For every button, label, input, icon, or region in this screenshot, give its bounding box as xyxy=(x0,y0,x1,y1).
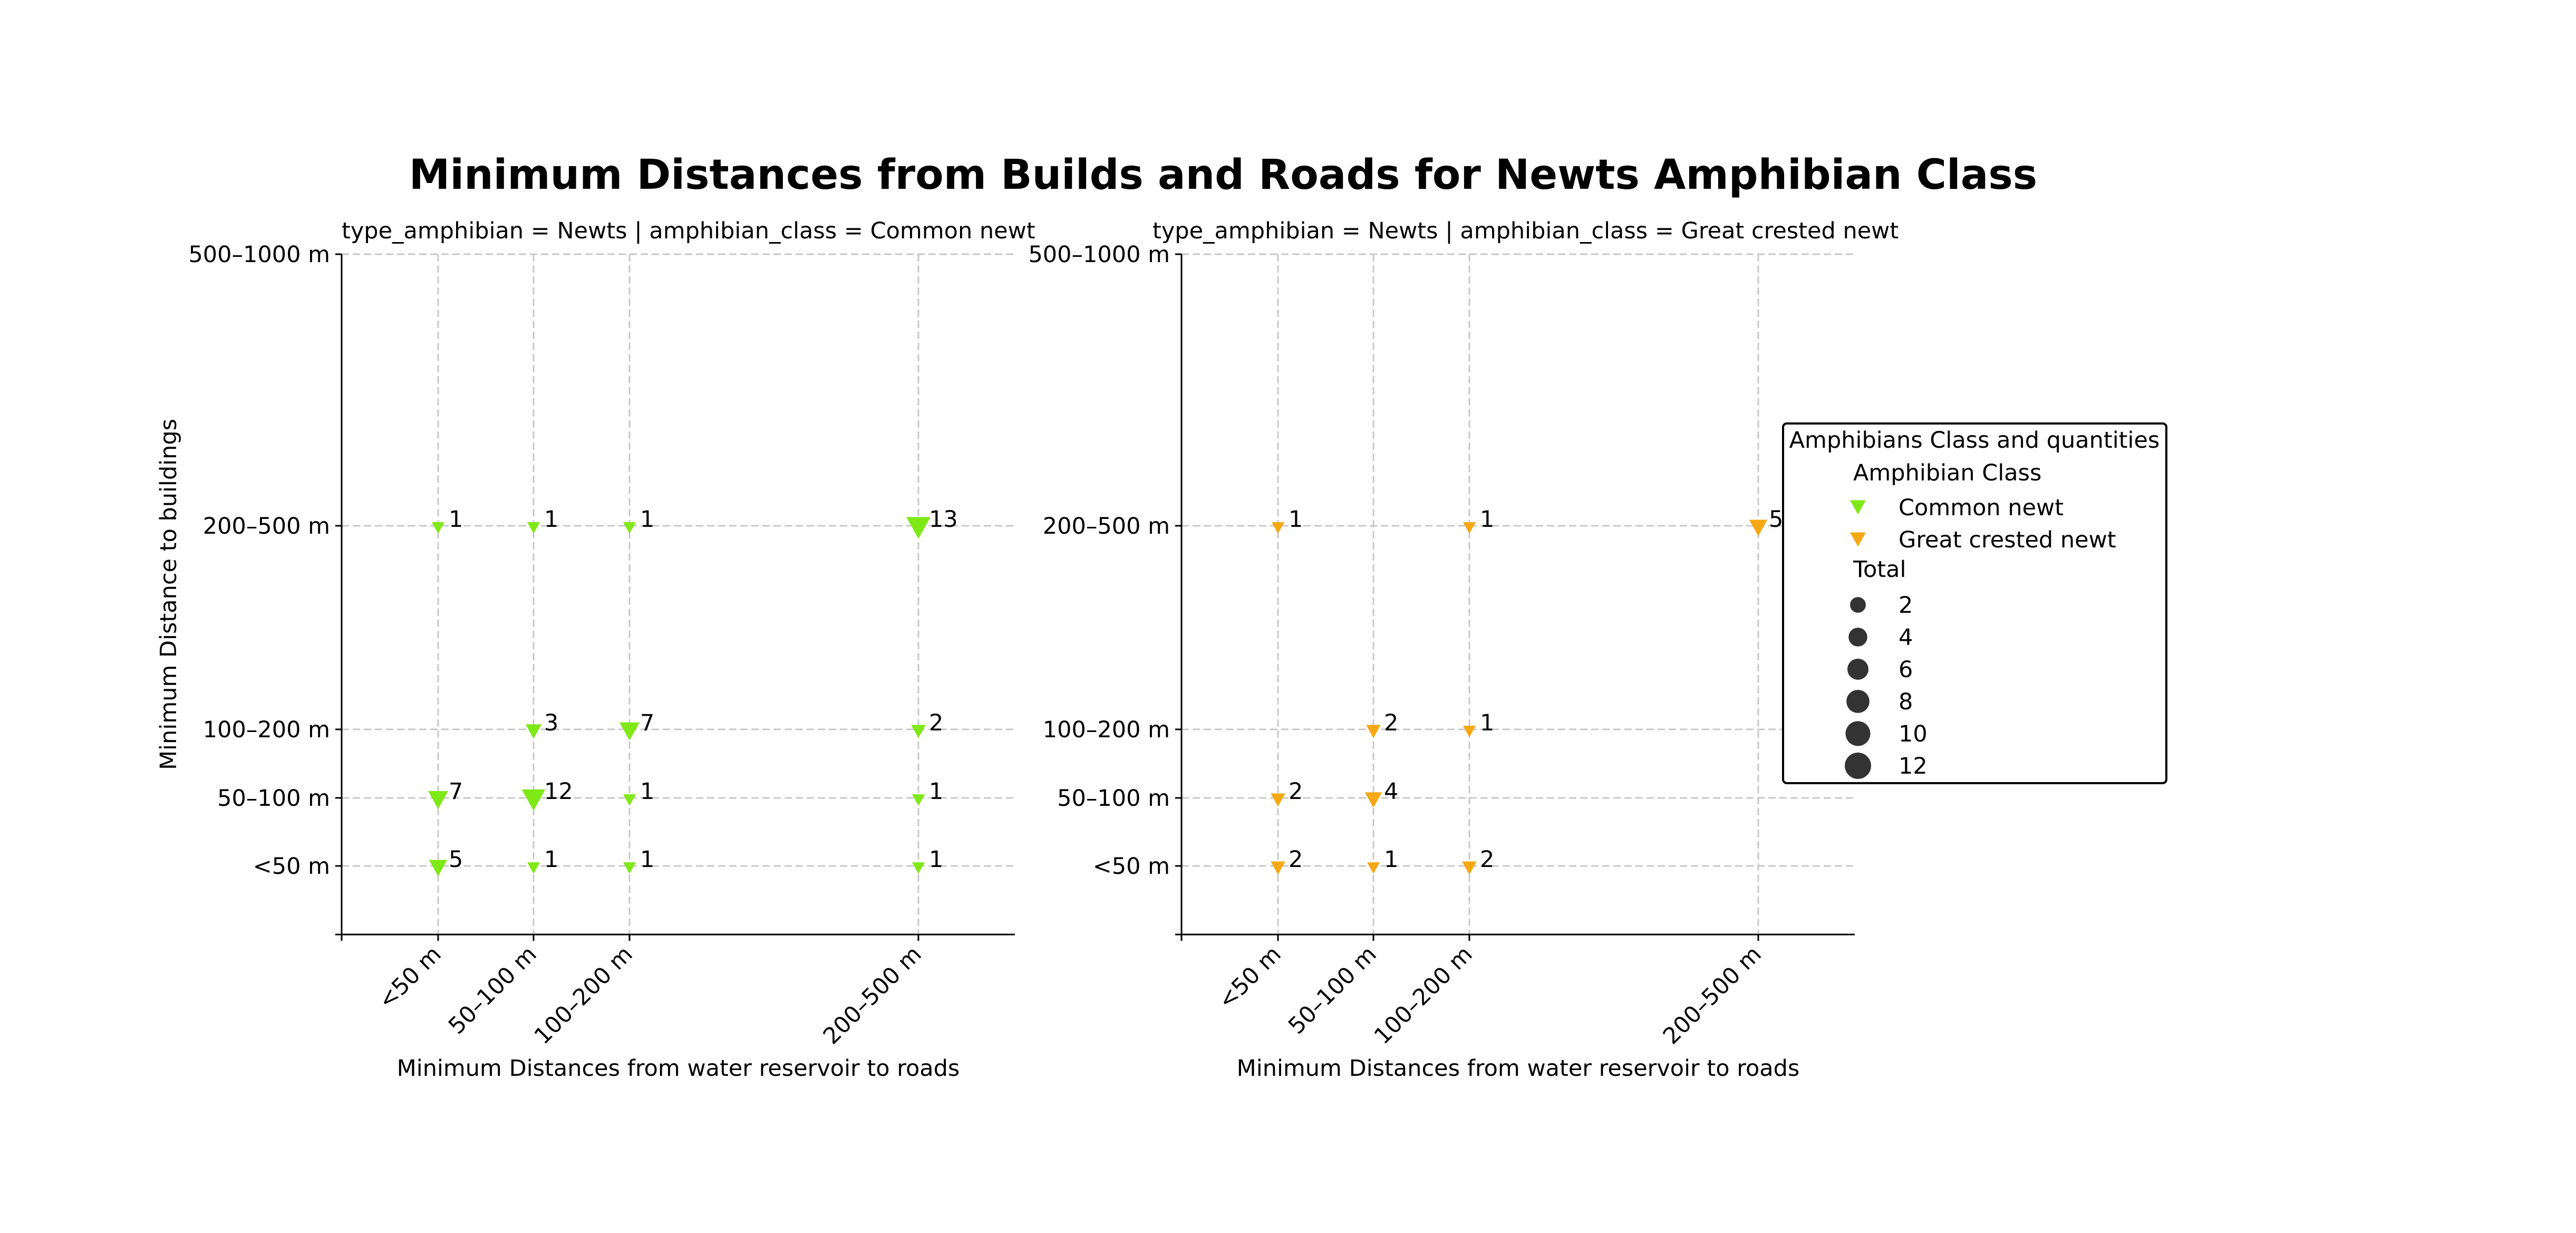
data-label: 1 xyxy=(640,506,654,533)
legend-box xyxy=(1782,422,2167,784)
data-point xyxy=(1364,792,1382,808)
data-label: 4 xyxy=(1384,778,1398,805)
y-tick-label: 50–100 m xyxy=(217,785,330,812)
data-label: 2 xyxy=(1384,710,1398,736)
legend-size-marker xyxy=(1847,658,1869,680)
legend-size-heading: Total xyxy=(1853,556,1906,583)
panel-subtitle: type_amphibian = Newts | amphibian_class… xyxy=(342,218,1035,244)
data-point xyxy=(525,724,542,739)
legend-class-heading: Amphibian Class xyxy=(1853,460,2041,486)
data-point xyxy=(623,522,636,534)
data-point xyxy=(912,862,925,874)
legend-marker xyxy=(1850,500,1866,515)
data-label: 1 xyxy=(929,778,943,805)
x-tick-label: <50 m xyxy=(373,941,447,1014)
x-axis-label: Minimum Distances from water reservoir t… xyxy=(397,1055,960,1082)
data-point xyxy=(623,862,636,874)
data-point xyxy=(1271,522,1285,534)
data-label: 13 xyxy=(929,506,958,533)
data-point xyxy=(1271,861,1285,875)
legend-size-marker xyxy=(1850,597,1866,613)
data-label: 1 xyxy=(544,506,558,533)
x-axis-label: Minimum Distances from water reservoir t… xyxy=(1237,1055,1800,1082)
y-tick-label: <50 m xyxy=(253,853,330,880)
panel-subtitle: type_amphibian = Newts | amphibian_class… xyxy=(1153,218,1899,244)
data-label: 3 xyxy=(544,710,558,736)
legend-size-label: 4 xyxy=(1899,624,1913,651)
x-tick-label: 50–100 m xyxy=(1283,941,1382,1039)
y-axis-label: Minimum Distance to buildings xyxy=(156,419,182,770)
y-tick-label: 50–100 m xyxy=(1057,785,1170,812)
data-point xyxy=(431,522,445,534)
y-tick-label: <50 m xyxy=(1093,853,1170,880)
data-point xyxy=(1749,519,1768,536)
data-point xyxy=(527,862,540,874)
data-point xyxy=(429,860,448,876)
legend-size-label: 2 xyxy=(1899,592,1913,619)
y-tick-label: 500–1000 m xyxy=(188,242,330,268)
data-label: 1 xyxy=(929,846,943,873)
data-point xyxy=(521,789,546,811)
y-tick-label: 200–500 m xyxy=(1043,513,1170,540)
data-label: 12 xyxy=(544,778,573,805)
data-label: 2 xyxy=(1289,778,1303,805)
data-label: 7 xyxy=(449,778,463,805)
data-label: 5 xyxy=(1769,506,1783,533)
data-point xyxy=(1367,862,1380,874)
data-label: 1 xyxy=(640,846,654,873)
x-tick-label: 200–500 m xyxy=(1658,941,1767,1049)
data-point xyxy=(1463,726,1476,737)
data-label: 7 xyxy=(640,710,654,736)
data-point xyxy=(428,791,448,810)
data-label: 1 xyxy=(640,778,654,805)
data-label: 2 xyxy=(929,710,943,736)
data-point xyxy=(1271,793,1285,807)
data-label: 1 xyxy=(1480,506,1494,533)
x-tick-label: 100–200 m xyxy=(1369,941,1478,1049)
legend-label: Great crested newt xyxy=(1899,527,2116,553)
legend-size-label: 12 xyxy=(1899,753,1928,779)
data-label: 1 xyxy=(1480,710,1494,736)
legend-size-marker xyxy=(1845,721,1871,746)
legend-size-label: 10 xyxy=(1899,721,1928,747)
y-tick-label: 100–200 m xyxy=(1043,717,1170,743)
data-point xyxy=(1462,861,1477,875)
data-label: 2 xyxy=(1480,846,1494,873)
data-point xyxy=(912,794,925,806)
x-tick-label: 200–500 m xyxy=(818,941,927,1049)
legend-size-marker xyxy=(1845,753,1871,779)
data-label: 1 xyxy=(1384,846,1398,873)
x-tick-label: 100–200 m xyxy=(529,941,638,1049)
legend-title: Amphibians Class and quantities xyxy=(1789,427,2160,454)
data-point xyxy=(619,722,640,741)
x-tick-label: 50–100 m xyxy=(443,941,542,1039)
legend-size-label: 8 xyxy=(1899,689,1913,715)
data-point xyxy=(911,725,926,738)
legend-marker xyxy=(1850,532,1866,547)
legend-size-marker xyxy=(1848,628,1867,647)
data-point xyxy=(623,794,636,806)
y-tick-label: 200–500 m xyxy=(203,513,330,540)
data-label: 5 xyxy=(449,846,463,873)
data-point xyxy=(1366,725,1381,738)
y-tick-label: 100–200 m xyxy=(203,717,330,743)
data-label: 1 xyxy=(449,506,463,533)
chart-title: Minimum Distances from Builds and Roads … xyxy=(409,151,2037,199)
data-point xyxy=(527,522,540,534)
data-point xyxy=(1463,522,1476,534)
x-tick-label: <50 m xyxy=(1213,941,1286,1014)
data-label: 1 xyxy=(544,846,558,873)
data-label: 1 xyxy=(1289,506,1303,533)
legend-label: Common newt xyxy=(1899,495,2064,521)
y-tick-label: 500–1000 m xyxy=(1028,242,1170,268)
data-label: 2 xyxy=(1289,846,1303,873)
data-point xyxy=(906,517,931,539)
legend-size-marker xyxy=(1846,690,1870,713)
legend-size-label: 6 xyxy=(1899,657,1913,683)
